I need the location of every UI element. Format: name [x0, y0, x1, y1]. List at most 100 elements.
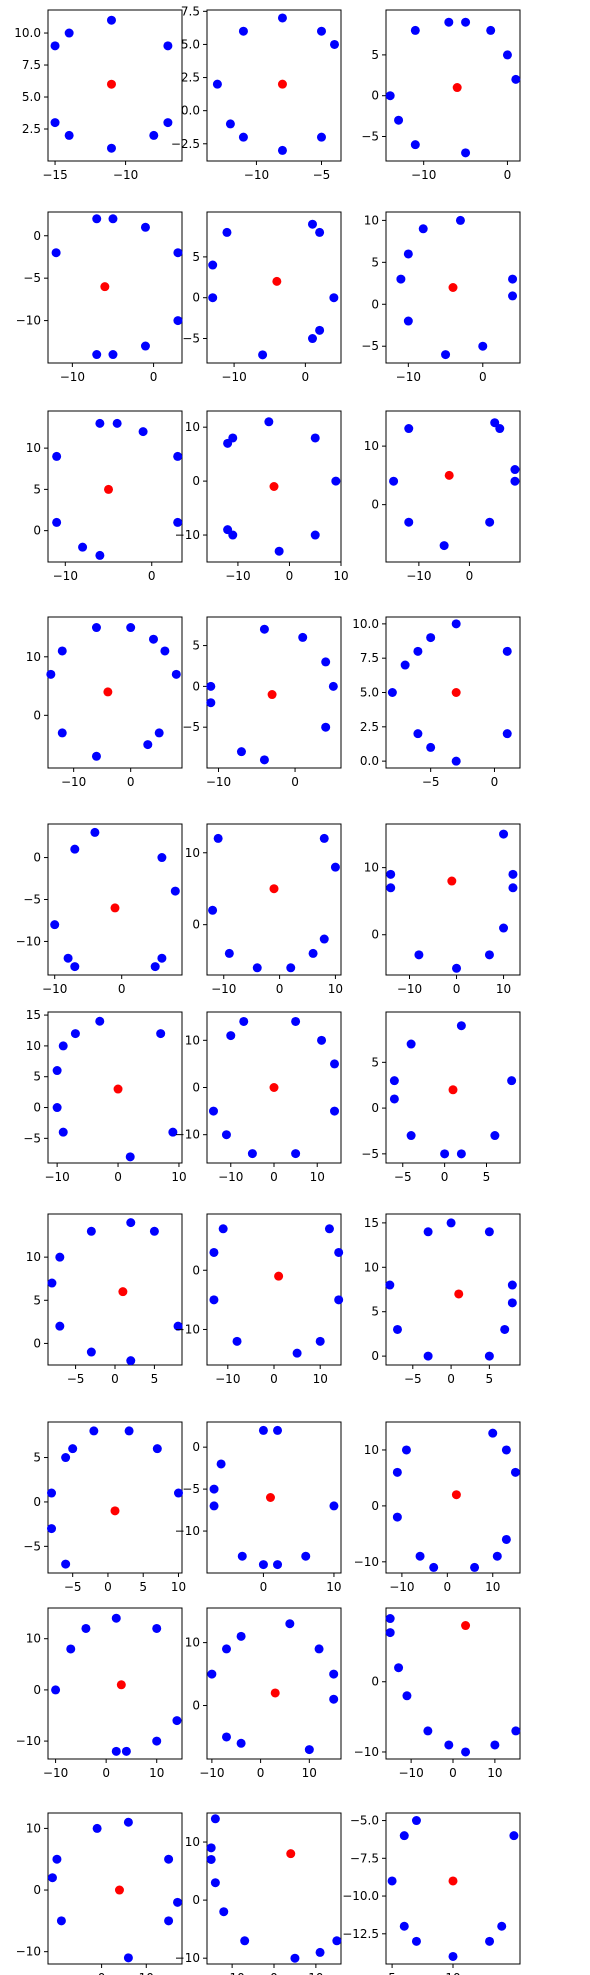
data-point [168, 1127, 178, 1137]
data-point [308, 948, 318, 958]
data-point [143, 740, 153, 750]
data-point [225, 119, 235, 129]
data-point [507, 1280, 517, 1290]
y-tick-label: 10 [185, 1636, 200, 1650]
data-point [488, 1428, 498, 1438]
scatter-panel: −10 0 10 −10 0 10 [175, 1812, 342, 1975]
axes-frame [47, 1011, 183, 1164]
scatter-panel: −5 0 5 0 5 10 15 [364, 1213, 521, 1386]
y-tick-label: 10 [185, 1835, 200, 1849]
x-tick-label: 0 [276, 982, 284, 996]
data-point [70, 844, 80, 854]
y-tick-label: 2.5 [22, 122, 41, 136]
center-point [444, 470, 454, 480]
y-tick-label: 0 [371, 1675, 379, 1689]
data-point [413, 646, 423, 656]
x-tick-label: −10 [53, 569, 78, 583]
data-point [221, 1732, 231, 1742]
data-point [51, 248, 61, 258]
y-tick-label: −5 [23, 1539, 41, 1553]
data-point [123, 1817, 133, 1827]
x-tick-label: 0 [270, 1372, 278, 1386]
data-point [315, 1947, 325, 1957]
data-point [66, 1644, 76, 1654]
center-point [448, 283, 458, 292]
x-tick-label: 0 [453, 982, 461, 996]
y-tick-label: 0 [33, 851, 41, 865]
y-tick-label: 10 [364, 1443, 379, 1457]
y-tick-label: −10 [175, 1524, 200, 1538]
scatter-panel: −10 0 −10 −5 0 [16, 211, 183, 384]
x-tick-label: 0 [286, 569, 294, 583]
data-point [163, 41, 173, 51]
data-point [121, 1746, 131, 1756]
axes-frame [385, 1011, 521, 1164]
data-point [413, 729, 423, 739]
data-point [456, 1021, 466, 1031]
axes-frame [385, 410, 521, 563]
scatter-panel: −10 0 10 −10 0 [175, 1213, 344, 1386]
data-point [259, 755, 269, 765]
data-point [385, 91, 395, 101]
x-tick-label: −10 [396, 370, 421, 384]
y-tick-label: −7.5 [350, 1851, 379, 1865]
y-tick-label: −5 [23, 1131, 41, 1145]
x-tick-label: 10 [310, 1170, 325, 1184]
data-point [511, 74, 521, 84]
data-point [500, 1324, 510, 1334]
x-tick-label: 10 [308, 1971, 323, 1975]
data-point [232, 1336, 242, 1346]
data-point [400, 660, 410, 670]
data-point [236, 1738, 246, 1748]
data-point [89, 1426, 99, 1436]
data-point [68, 1444, 78, 1454]
data-point [328, 681, 338, 691]
data-point [387, 1876, 397, 1886]
scatter-panel: −10 0 0 10 [26, 616, 183, 789]
data-point [404, 517, 414, 527]
axes-frame [47, 823, 183, 976]
data-point [478, 341, 488, 351]
data-point [78, 542, 88, 552]
data-point [209, 1501, 219, 1511]
y-tick-label: 0 [33, 229, 41, 243]
data-point [508, 291, 518, 301]
data-point [86, 1226, 96, 1236]
data-point [396, 274, 406, 284]
data-point [208, 293, 218, 303]
y-tick-label: −5 [361, 130, 379, 144]
x-tick-label: 0 [98, 1971, 106, 1975]
data-point [238, 26, 248, 36]
x-tick-label: −10 [225, 569, 250, 583]
data-point [418, 224, 428, 234]
data-point [52, 1854, 62, 1864]
data-point [510, 465, 520, 475]
scatter-panel: −10 0 10 −10 0 10 [175, 410, 349, 583]
x-tick-label: −10 [44, 1170, 69, 1184]
center-point [277, 79, 287, 89]
x-tick-label: −10 [219, 1971, 244, 1975]
data-point [423, 1726, 433, 1736]
data-point [259, 624, 269, 634]
data-point [173, 517, 183, 527]
data-point [50, 118, 60, 128]
data-point [291, 1149, 301, 1159]
data-point [315, 1336, 325, 1346]
axes-frame [385, 823, 521, 976]
data-point [451, 619, 461, 629]
data-point [385, 1628, 395, 1638]
y-tick-label: 7.5 [360, 651, 379, 665]
data-point [286, 963, 296, 973]
data-point [156, 1029, 166, 1039]
center-point [461, 1621, 471, 1631]
data-point [334, 1247, 344, 1257]
y-tick-label: 7.5 [181, 4, 200, 18]
scatter-panel: −10 0 10 0 10 [185, 1607, 342, 1780]
data-point [495, 424, 505, 434]
data-point [150, 962, 160, 972]
y-tick-label: 5 [371, 255, 379, 269]
data-point [461, 148, 471, 158]
data-point [385, 1614, 395, 1624]
data-point [236, 747, 246, 757]
y-tick-label: −10 [16, 1734, 41, 1748]
